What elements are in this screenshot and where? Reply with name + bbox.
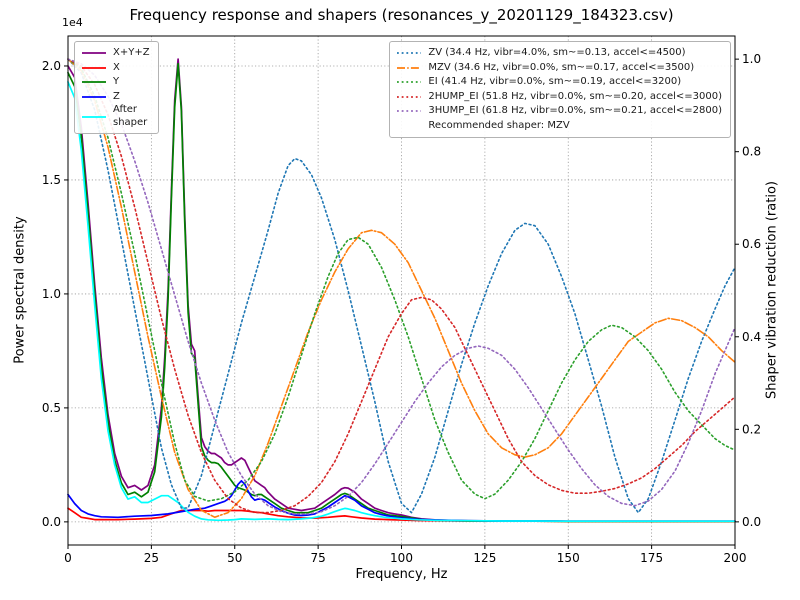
x-tick-label: 100	[390, 551, 413, 565]
legend-line-swatch-ei	[397, 81, 422, 84]
legend-label-3hump-ei: 3HUMP_EI (61.8 Hz, vibr=0.0%, sm~=0.21, …	[428, 105, 722, 116]
legend-label-zv: ZV (34.4 Hz, vibr=4.0%, sm~=0.13, accel<…	[428, 47, 686, 58]
legend-label-ei: EI (41.4 Hz, vibr=0.0%, sm~=0.19, accel<…	[428, 76, 682, 87]
legend-line-swatch-zv	[397, 52, 422, 55]
y-left-tick-label: 0.0	[42, 515, 61, 529]
y-left-tick-label: 2.0	[42, 59, 61, 73]
legend-item-x: X	[81, 61, 150, 76]
y-axis-offset-text: 1e4	[62, 16, 83, 29]
legend-shapers: ZV (34.4 Hz, vibr=4.0%, sm~=0.13, accel<…	[389, 41, 731, 138]
series-line-zv	[67, 58, 736, 514]
y-left-tick-label: 1.5	[42, 173, 61, 187]
series-line-2hump-ei	[67, 58, 736, 514]
x-tick-label: 150	[557, 551, 580, 565]
y-right-tick-label: 0.4	[742, 330, 761, 344]
legend-item-x-y-z: X+Y+Z	[81, 46, 150, 61]
x-tick-label: 200	[724, 551, 747, 565]
legend-item-2hump-ei: 2HUMP_EI (51.8 Hz, vibr=0.0%, sm~=0.20, …	[396, 90, 722, 105]
legend-line-swatch-3hump-ei	[397, 110, 422, 113]
series-line-x-y-z	[67, 58, 736, 523]
legend-item-3hump-ei: 3HUMP_EI (61.8 Hz, vibr=0.0%, sm~=0.21, …	[396, 104, 722, 119]
y-right-axis-label: Shaper vibration reduction (ratio)	[764, 181, 780, 399]
legend-item-mzv: MZV (34.6 Hz, vibr=0.0%, sm~=0.17, accel…	[396, 61, 722, 76]
legend-label-y: Y	[113, 76, 120, 87]
legend-item-after-shaper: After shaper	[81, 104, 150, 129]
y-left-tick-label: 0.5	[42, 401, 61, 415]
x-tick-label: 25	[144, 551, 159, 565]
legend-label-x-y-z: X+Y+Z	[113, 47, 150, 58]
tick-labels: 0 25 50 75 100 125 150 175 200 0.0 0.5 1.0 1.5 2.0 0.0…	[42, 52, 761, 565]
series-line-mzv	[67, 58, 736, 519]
legend-label-mzv: MZV (34.6 Hz, vibr=0.0%, sm~=0.17, accel…	[428, 61, 695, 73]
legend-label-z: Z	[113, 90, 120, 102]
x-tick-label: 50	[227, 551, 242, 565]
legend-item-y: Y	[81, 75, 150, 90]
legend-line-swatch-x-y-z	[82, 52, 106, 55]
legend-item-zv: ZV (34.4 Hz, vibr=4.0%, sm~=0.13, accel<…	[396, 46, 722, 61]
legend-label-2hump-ei: 2HUMP_EI (51.8 Hz, vibr=0.0%, sm~=0.20, …	[428, 90, 722, 102]
legend-line-swatch-after-shaper	[82, 115, 106, 118]
legend-label-after-shaper: After shaper	[113, 104, 148, 128]
y-right-tick-label: 0.6	[742, 237, 761, 251]
x-tick-label: 125	[473, 551, 496, 565]
legend-line-swatch-z	[82, 95, 106, 98]
legend-line-swatch-2hump-ei	[397, 95, 422, 98]
y-left-tick-label: 1.0	[42, 287, 61, 301]
ticks	[64, 58, 739, 549]
y-left-axis-label: Power spectral density	[12, 216, 28, 364]
legend-item-z: Z	[81, 90, 150, 105]
series-line-3hump-ei	[67, 58, 736, 515]
series-line-ei	[67, 58, 736, 502]
chart-title: Frequency response and shapers (resonanc…	[129, 6, 674, 24]
series-line-after-shaper	[67, 81, 736, 523]
legend-line-swatch-mzv	[397, 66, 422, 69]
x-axis-label: Frequency, Hz	[355, 567, 448, 582]
x-tick-label: 0	[64, 551, 72, 565]
legend-item-ei: EI (41.4 Hz, vibr=0.0%, sm~=0.19, accel<…	[396, 75, 722, 90]
x-tick-label: 175	[640, 551, 663, 565]
y-right-tick-label: 1.0	[742, 52, 761, 66]
y-right-tick-label: 0.0	[742, 515, 761, 529]
legend-psd: X+Y+Z X Y Z After shaper	[74, 41, 159, 134]
y-right-tick-label: 0.8	[742, 145, 761, 159]
recommended-shaper-note: Recommended shaper: MZV	[428, 119, 570, 131]
series-group	[67, 58, 736, 523]
legend-label-x: X	[113, 61, 120, 73]
y-right-tick-label: 0.2	[742, 422, 761, 436]
legend-line-swatch-y	[82, 81, 106, 84]
x-tick-label: 75	[310, 551, 325, 565]
legend-line-swatch-x	[82, 66, 106, 69]
